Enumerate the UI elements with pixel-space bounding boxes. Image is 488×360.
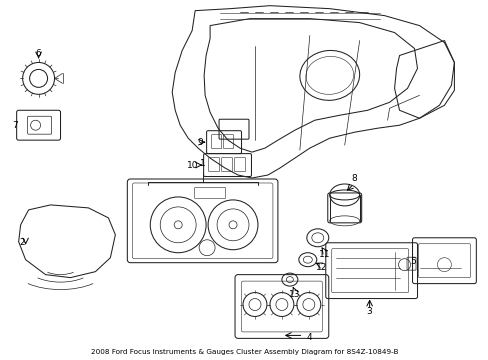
Text: 1: 1 xyxy=(200,158,205,167)
Text: 13: 13 xyxy=(288,290,300,299)
Text: 3: 3 xyxy=(366,307,372,316)
Text: 10: 10 xyxy=(187,161,199,170)
Text: 2008 Ford Focus Instruments & Gauges Cluster Assembly Diagram for 8S4Z-10849-B: 2008 Ford Focus Instruments & Gauges Clu… xyxy=(91,349,398,355)
Text: 5: 5 xyxy=(410,257,416,266)
Text: 7: 7 xyxy=(12,121,18,130)
Text: 8: 8 xyxy=(351,174,357,183)
Text: 11: 11 xyxy=(318,250,330,259)
Text: 12: 12 xyxy=(315,263,327,272)
Text: 4: 4 xyxy=(306,333,312,342)
Text: 9: 9 xyxy=(197,138,203,147)
Text: 6: 6 xyxy=(36,49,41,58)
Text: 2: 2 xyxy=(20,238,25,247)
